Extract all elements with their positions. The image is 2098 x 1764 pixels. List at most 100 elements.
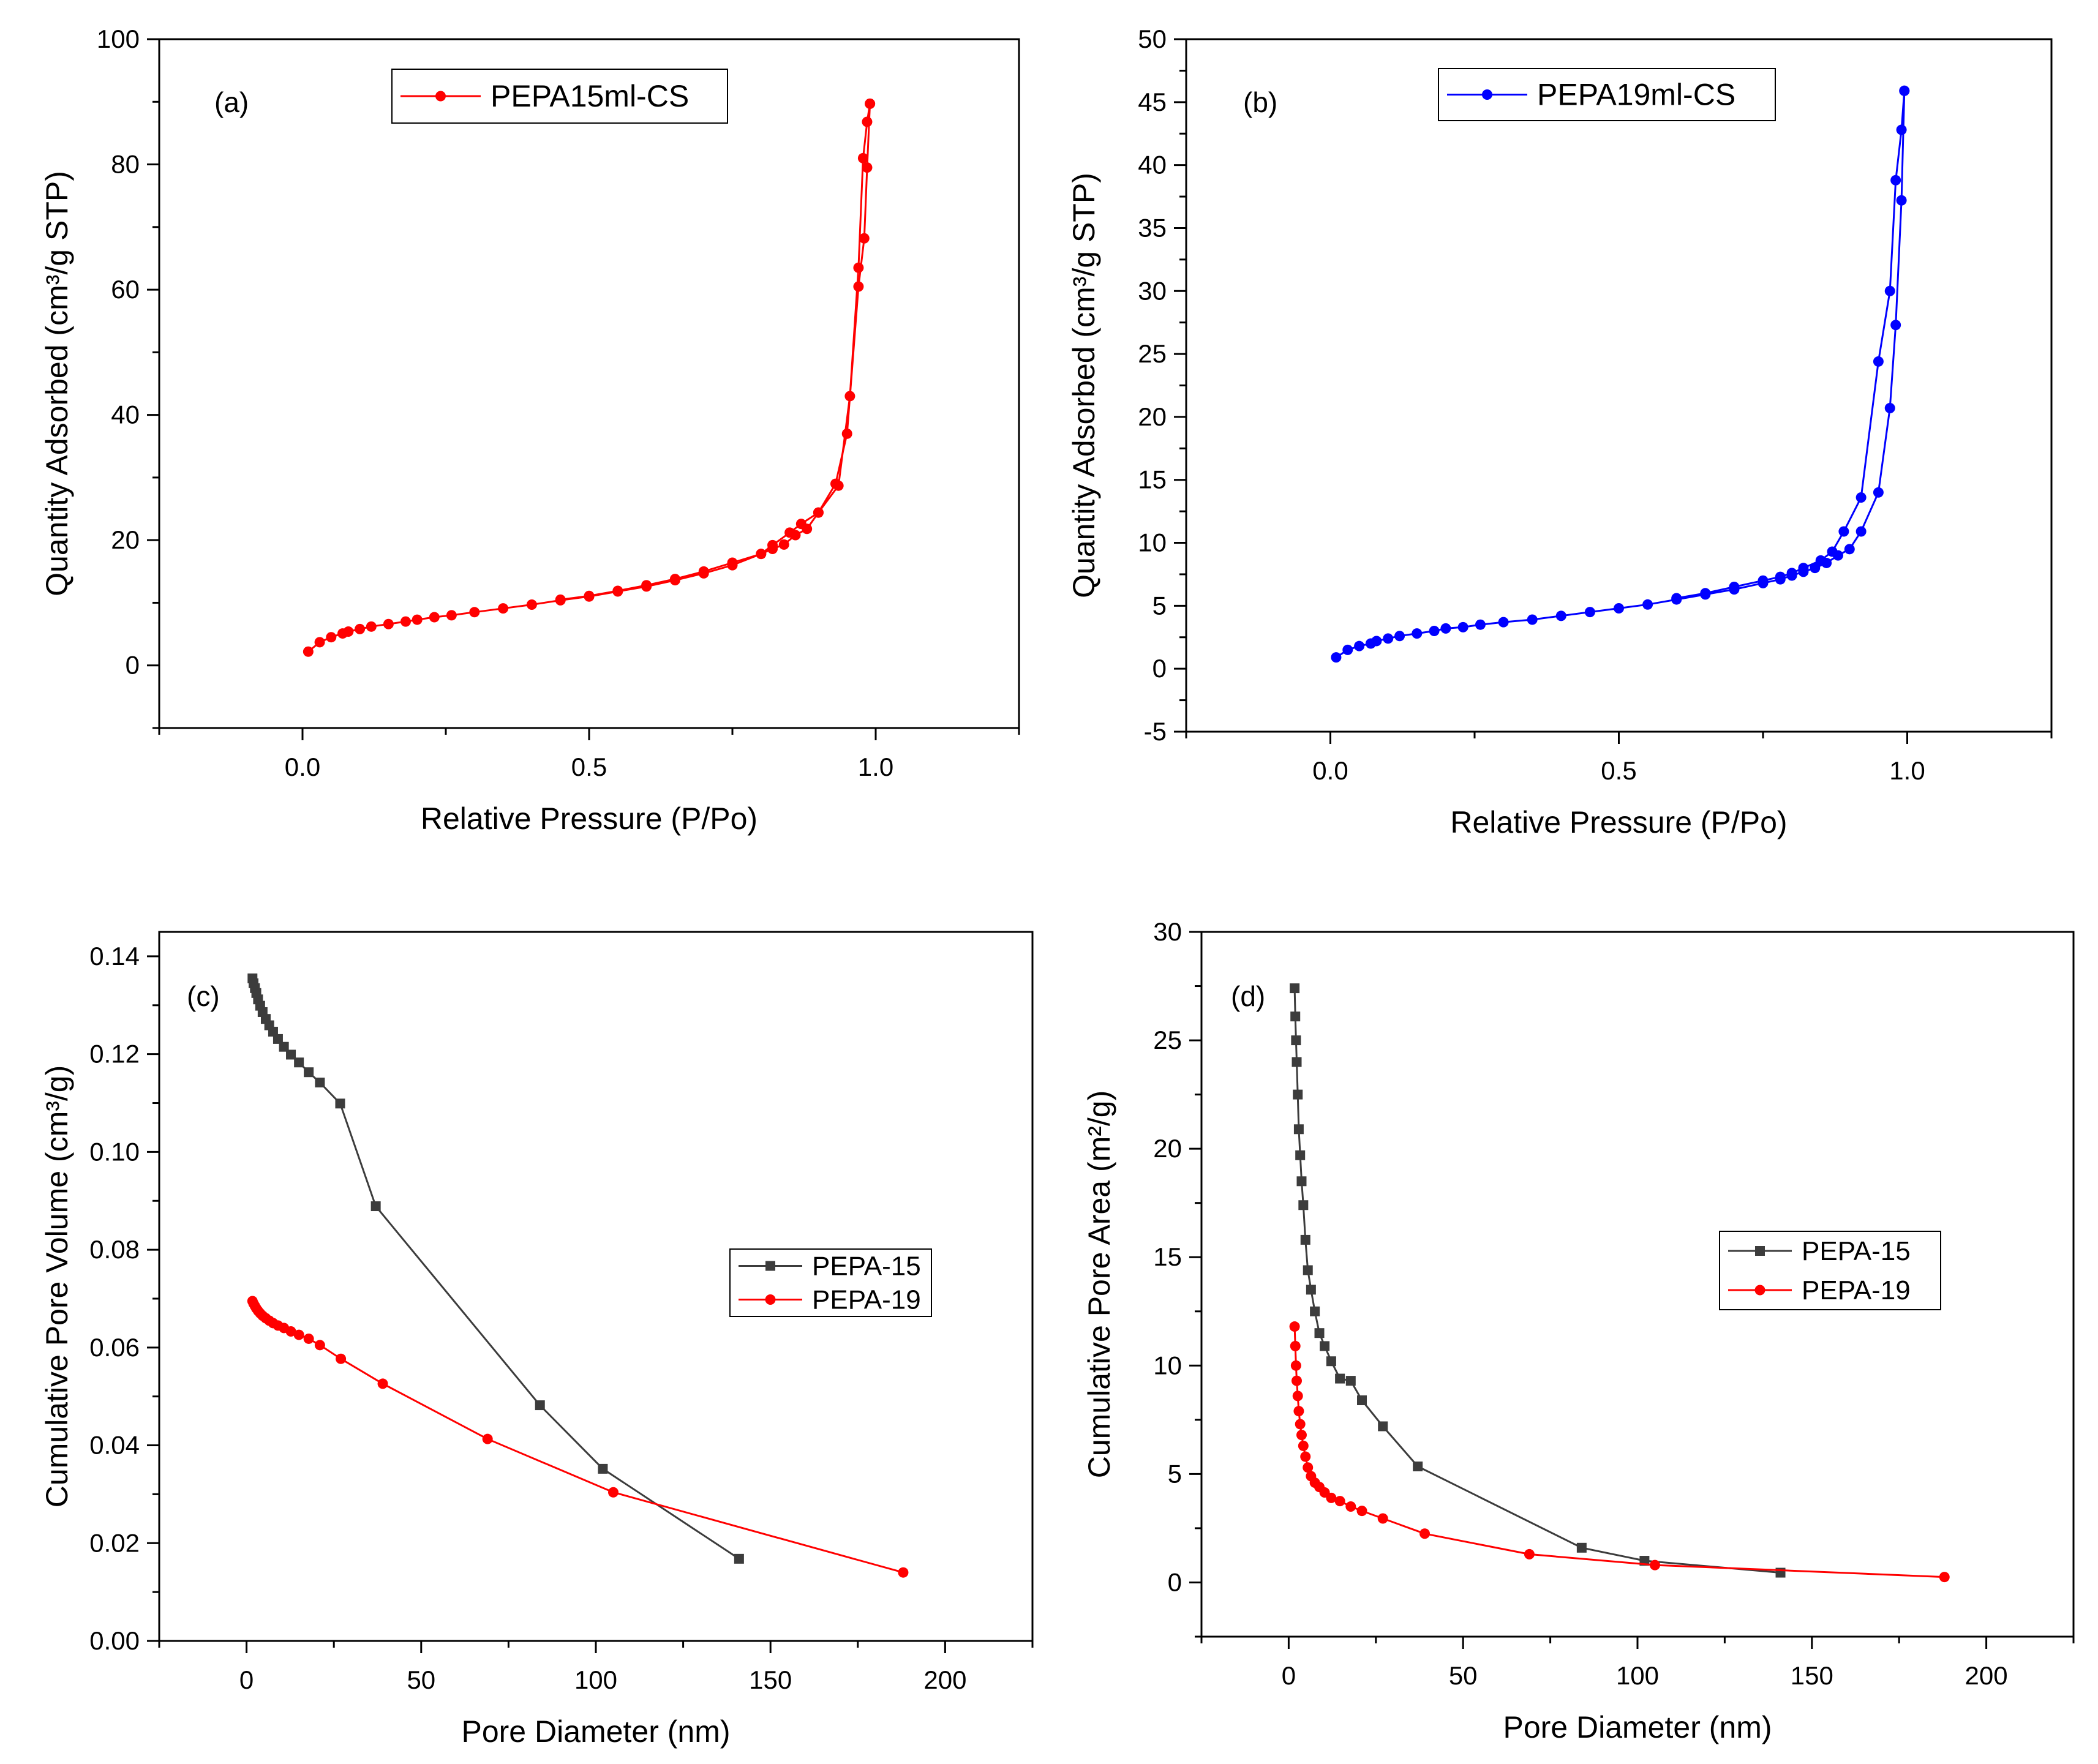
x-tick-label: 50	[407, 1665, 435, 1694]
legend-label: PEPA15ml-CS	[491, 79, 689, 113]
data-point	[1292, 1391, 1303, 1402]
series-PEPA15ml-CS	[303, 98, 876, 657]
x-tick-label: 200	[923, 1665, 966, 1694]
legend-marker	[765, 1261, 775, 1271]
data-point	[1855, 526, 1867, 537]
data-point	[1326, 1492, 1337, 1503]
x-tick-label: 150	[749, 1665, 792, 1694]
data-point	[555, 594, 566, 605]
y-tick-label: 0.02	[89, 1528, 140, 1557]
chart-panel-d: 0 50 100 150 200 0 5 10 15 20 25 30 Pore Diameter (n…	[1082, 917, 2075, 1744]
data-point	[841, 428, 852, 439]
x-tick-label: 100	[574, 1665, 617, 1694]
legend: PEPA-15 PEPA-19	[1719, 1231, 1941, 1310]
data-point	[535, 1400, 545, 1411]
legend-marker	[765, 1294, 776, 1305]
data-point	[1356, 1506, 1367, 1517]
legend-label: PEPA-15	[1802, 1236, 1911, 1266]
data-point	[498, 603, 509, 614]
data-point	[756, 549, 767, 560]
data-point	[1899, 85, 1910, 96]
data-point	[1758, 575, 1769, 586]
data-point	[1296, 1176, 1307, 1187]
chart-panel-a: 0.0 0.5 1.0 0 20 40 60 80 100 Relative Pressure (…	[40, 24, 1020, 836]
x-tick-label: 1.0	[1889, 756, 1925, 785]
data-point	[335, 1098, 345, 1109]
x-tick-label: 0	[1282, 1661, 1296, 1690]
x-tick-label: 0.5	[571, 753, 607, 781]
series-line	[251, 1300, 904, 1574]
data-point	[813, 507, 824, 518]
x-axis-title: Pore Diameter (nm)	[462, 1714, 731, 1749]
data-point	[1290, 1360, 1301, 1371]
data-point	[315, 1077, 325, 1087]
series-PEPA-15	[247, 973, 744, 1564]
y-tick-label: 10	[1138, 528, 1167, 557]
legend: PEPA19ml-CS	[1438, 68, 1776, 121]
data-point	[1873, 356, 1884, 367]
data-point	[273, 1034, 283, 1044]
data-point	[429, 612, 440, 623]
y-tick-label: 0.06	[89, 1333, 140, 1362]
data-point	[727, 557, 738, 568]
y-tick-label: 0.00	[89, 1626, 140, 1655]
data-point	[446, 610, 457, 621]
data-point	[1896, 124, 1907, 135]
data-point	[853, 281, 864, 292]
data-point	[802, 524, 813, 535]
data-point	[853, 262, 864, 273]
x-axis-title: Relative Pressure (P/Po)	[1450, 805, 1787, 839]
y-tick-label: 25	[1153, 1026, 1182, 1054]
data-point	[844, 391, 855, 402]
data-point	[1786, 568, 1797, 579]
data-point	[1289, 1321, 1300, 1332]
data-point	[1303, 1265, 1313, 1275]
data-point	[1890, 175, 1901, 186]
data-point	[279, 1042, 289, 1052]
series-line	[1336, 91, 1906, 658]
x-axis-title: Relative Pressure (P/Po)	[421, 801, 758, 836]
data-point	[790, 530, 801, 541]
data-point	[898, 1567, 909, 1578]
series-line	[251, 978, 740, 1560]
data-point	[1310, 1306, 1320, 1316]
panel-label: (b)	[1243, 86, 1277, 118]
data-point	[1649, 1559, 1660, 1571]
y-axis-title: Quantity Adsorbed (cm³/g STP)	[1067, 173, 1101, 598]
data-point	[584, 590, 595, 601]
data-point	[1371, 636, 1382, 647]
y-tick-label: 0	[1152, 654, 1167, 683]
y-tick-label: 15	[1153, 1242, 1182, 1271]
data-point	[1290, 983, 1300, 994]
x-tick-label: 0.5	[1601, 756, 1636, 785]
y-tick-label: 5	[1152, 591, 1167, 620]
y-tick-label: 0.10	[89, 1137, 140, 1166]
data-point	[1440, 623, 1451, 634]
panel-label: (d)	[1231, 980, 1265, 1012]
series-PEPA-15	[1290, 983, 1786, 1578]
data-point	[1890, 320, 1901, 331]
data-point	[1896, 195, 1907, 206]
data-point	[1300, 1234, 1310, 1245]
y-tick-label: 0	[126, 651, 140, 680]
data-point	[1527, 614, 1538, 625]
x-tick-label: 0.0	[285, 753, 320, 781]
legend-marker	[1755, 1246, 1765, 1256]
data-point	[1576, 1542, 1587, 1553]
x-axis-title: Pore Diameter (nm)	[1503, 1710, 1772, 1744]
data-point	[1293, 1124, 1304, 1135]
y-tick-label: 25	[1138, 339, 1167, 368]
data-point	[1614, 602, 1624, 614]
y-tick-label: 10	[1153, 1351, 1182, 1379]
data-point	[1295, 1419, 1306, 1430]
legend-label: PEPA19ml-CS	[1537, 78, 1735, 112]
legend-label: PEPA-19	[1802, 1275, 1911, 1305]
y-tick-label: 40	[1138, 151, 1167, 179]
series-desorption	[555, 98, 876, 605]
y-tick-label: 5	[1168, 1459, 1182, 1488]
data-point	[1314, 1328, 1325, 1338]
data-point	[1584, 607, 1595, 618]
data-point	[366, 621, 377, 632]
y-tick-label: 20	[111, 525, 140, 554]
